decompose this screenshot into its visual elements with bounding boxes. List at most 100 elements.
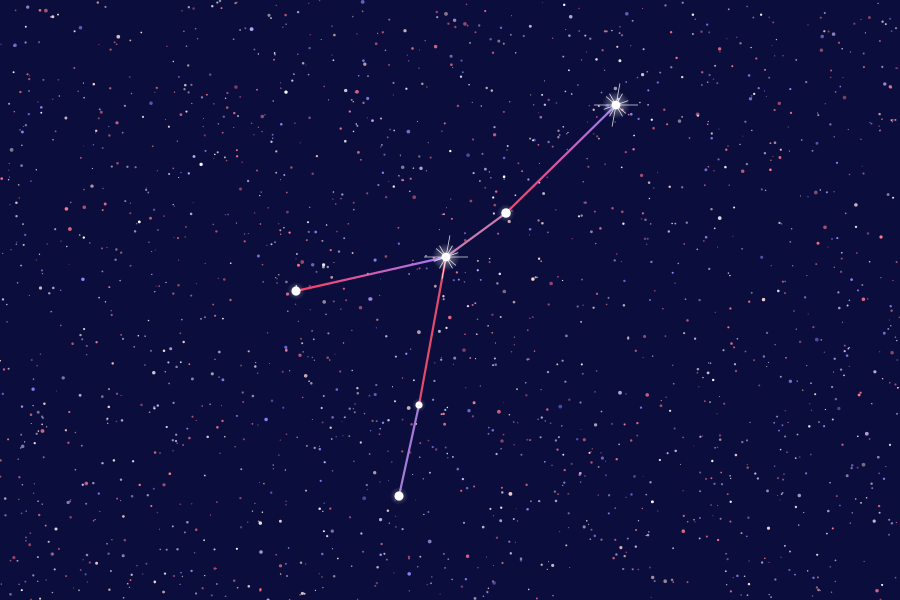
background-star [229,262,232,265]
background-star [187,6,190,9]
background-star [558,404,563,409]
background-star [716,413,718,415]
background-star [275,150,278,153]
background-star [82,559,84,561]
background-star [748,97,753,101]
background-star [779,499,781,501]
background-star [782,478,785,481]
background-star [165,281,167,284]
background-star [35,432,38,436]
background-star [137,220,141,224]
background-star [726,557,729,561]
background-star [442,552,445,555]
background-star [766,526,771,530]
background-star [288,370,291,372]
background-star [452,363,454,365]
background-star [109,570,112,572]
background-star [491,580,495,583]
background-star [745,535,748,538]
background-star [318,507,321,511]
background-star [748,560,750,562]
background-star [801,389,804,392]
background-star [896,412,898,415]
background-star [586,520,588,522]
background-star [126,582,129,585]
background-star [713,482,716,485]
background-star [322,394,325,398]
background-star [235,155,239,158]
background-star [616,45,619,48]
background-star [213,567,217,570]
background-star [486,590,489,594]
background-star [159,548,161,551]
background-star [491,331,494,334]
background-star [768,76,771,79]
background-star [448,315,452,320]
background-star [381,31,384,34]
background-star [285,280,288,284]
background-star [233,126,235,129]
background-star [24,233,27,237]
background-star [570,93,573,95]
background-star [710,504,713,506]
background-star [679,463,681,465]
background-star [696,371,699,374]
background-star [19,447,22,449]
background-star [869,121,871,124]
background-star [888,85,892,89]
background-star [637,117,640,121]
background-star [531,277,535,281]
background-star [241,161,243,163]
background-star [7,169,10,171]
background-star [22,243,25,246]
background-star [546,176,549,179]
background-star [150,250,153,253]
background-star [68,410,71,414]
background-star [885,466,887,468]
background-star [779,448,782,451]
background-star [204,574,206,577]
background-star [823,30,826,33]
background-star [770,265,772,267]
background-star [344,88,348,93]
background-star [408,60,410,62]
background-star [295,258,297,260]
background-star [580,320,583,323]
background-star [774,578,777,581]
background-star [637,520,640,522]
background-star [254,365,257,368]
background-star [401,528,404,531]
background-star [247,585,251,588]
background-star [512,300,516,304]
background-star [731,65,734,68]
background-star [706,23,709,26]
background-star [337,250,341,253]
background-star [551,563,555,567]
background-star [16,241,18,243]
background-star [861,284,864,286]
background-star [529,317,531,319]
background-star [319,479,322,482]
background-star [618,390,622,395]
background-star [720,483,724,486]
background-star [36,364,38,367]
background-star [578,7,580,10]
background-star [492,515,495,517]
background-star [285,191,288,194]
background-star [257,126,260,128]
background-star [17,184,20,186]
background-star [221,131,224,134]
background-star [60,289,62,291]
background-star [1,298,5,301]
background-star [760,188,763,191]
background-star [354,403,356,405]
background-star [686,521,689,523]
background-star [600,538,603,541]
background-star [633,475,636,478]
background-star [386,136,389,139]
background-star [385,558,388,561]
background-star [187,91,190,94]
background-star [172,60,175,63]
background-star [54,228,57,231]
background-star [311,172,314,175]
